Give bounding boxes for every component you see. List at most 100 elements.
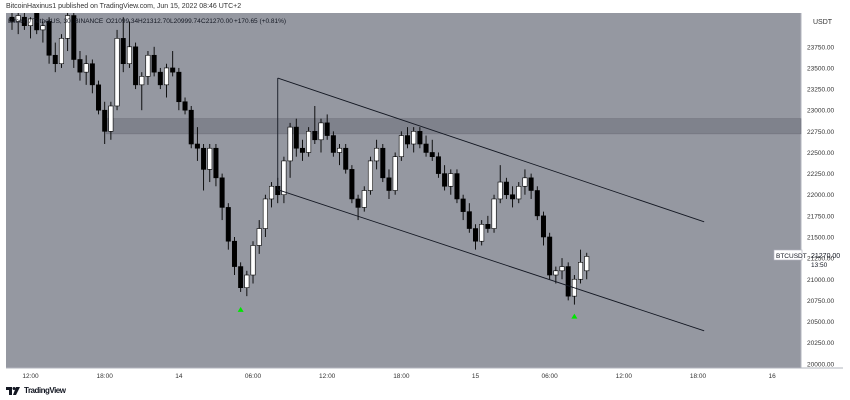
candle xyxy=(510,186,516,208)
candle xyxy=(374,139,380,170)
candle xyxy=(423,135,429,157)
candle xyxy=(293,118,299,157)
y-tick-label: 20500.00 xyxy=(807,319,834,326)
candle xyxy=(164,63,170,98)
candle xyxy=(405,127,411,149)
candle xyxy=(52,42,58,73)
candle-body xyxy=(157,71,163,86)
candle-body xyxy=(281,160,287,196)
legend-close: C21270.00 xyxy=(201,18,233,25)
candle-body xyxy=(306,131,312,153)
candle xyxy=(516,182,522,204)
candle xyxy=(108,101,114,140)
footer: TradingView xyxy=(6,386,66,395)
candle-body xyxy=(164,67,170,86)
candle-body xyxy=(194,143,200,149)
candle-body xyxy=(46,21,52,56)
candle xyxy=(472,224,478,250)
candle-body xyxy=(361,190,367,208)
candle xyxy=(83,55,89,85)
candle-body xyxy=(330,135,336,153)
candle xyxy=(256,220,262,254)
candle xyxy=(65,13,71,52)
candle-body xyxy=(145,54,151,77)
candle xyxy=(343,144,349,174)
legend-high: H21312.70 xyxy=(138,18,170,25)
candle xyxy=(361,186,367,212)
candle xyxy=(553,266,559,284)
candle-body xyxy=(497,181,503,200)
candle xyxy=(89,59,95,94)
time-axis xyxy=(6,368,843,382)
y-tick-label: 20000.00 xyxy=(807,361,834,368)
y-tick-label: 22250.00 xyxy=(807,171,834,178)
candle-body xyxy=(65,15,71,39)
x-tick-label: 18:00 xyxy=(690,373,707,380)
candle-body xyxy=(405,135,411,145)
candle xyxy=(244,270,250,297)
x-tick-label: 18:00 xyxy=(393,373,410,380)
candlestick-chart[interactable]: 20000.00 20250.00 20500.00 20750.00 21000.00… xyxy=(6,10,843,382)
x-tick-label: 18:00 xyxy=(97,373,114,380)
candle xyxy=(182,97,188,115)
candle xyxy=(58,34,64,68)
y-tick-label: 22000.00 xyxy=(807,192,834,199)
candle xyxy=(528,173,534,199)
candle-body xyxy=(120,38,126,65)
candle-body xyxy=(114,38,120,107)
resistance-zone xyxy=(105,118,802,135)
candle-body xyxy=(108,105,114,132)
candle-body xyxy=(460,198,466,212)
candle-body xyxy=(516,185,522,200)
candle xyxy=(306,127,312,157)
candle-body xyxy=(299,147,305,153)
candle xyxy=(491,194,497,233)
candle-body xyxy=(176,71,182,103)
candle-body xyxy=(503,181,509,196)
candle xyxy=(479,220,485,246)
y-tick-label: 20250.00 xyxy=(807,340,834,347)
axis-unit-label: USDT xyxy=(813,19,833,26)
chart-area[interactable]: 20000.00 20250.00 20500.00 20750.00 21000.00… xyxy=(6,10,843,382)
candle-body xyxy=(442,173,448,187)
publish-text: published on TradingView.com, Jun 15, 20… xyxy=(58,3,242,10)
candle-body xyxy=(287,126,293,162)
candle-body xyxy=(343,147,349,170)
candle-body xyxy=(219,177,225,208)
candle-body xyxy=(559,266,565,272)
x-tick-label: 06:00 xyxy=(542,373,559,380)
candle xyxy=(238,262,244,292)
candle-body xyxy=(374,147,380,162)
candle xyxy=(411,127,417,153)
candle-body xyxy=(349,169,355,200)
candle xyxy=(15,13,21,35)
x-tick-label: 12:00 xyxy=(616,373,633,380)
candle-body xyxy=(423,143,429,153)
y-tick-label: 20750.00 xyxy=(807,298,834,305)
candle-body xyxy=(89,63,95,86)
candle-body xyxy=(386,177,392,191)
candle-body xyxy=(201,147,207,170)
candle-body xyxy=(256,228,262,246)
candle-body xyxy=(510,194,516,200)
candle-body xyxy=(435,156,441,174)
channel-upper-line xyxy=(277,77,705,223)
candle xyxy=(324,114,330,140)
candle-body xyxy=(522,177,528,187)
x-tick-label: 16 xyxy=(769,373,777,380)
plot-background xyxy=(6,13,801,368)
y-tick-label: 23500.00 xyxy=(807,65,834,72)
candle xyxy=(534,186,540,221)
tradingview-brand: TradingView xyxy=(24,386,66,395)
candle-body xyxy=(355,198,361,208)
candle-body xyxy=(417,131,423,145)
tradingview-logo-icon xyxy=(6,386,20,395)
candle xyxy=(565,262,571,301)
candle xyxy=(133,42,139,90)
candle-body xyxy=(324,122,330,136)
last-price-value: 21270.00 xyxy=(811,253,840,260)
y-tick-label: 23250.00 xyxy=(807,87,834,94)
candle xyxy=(151,46,157,77)
candle xyxy=(466,203,472,233)
candle xyxy=(386,169,392,199)
